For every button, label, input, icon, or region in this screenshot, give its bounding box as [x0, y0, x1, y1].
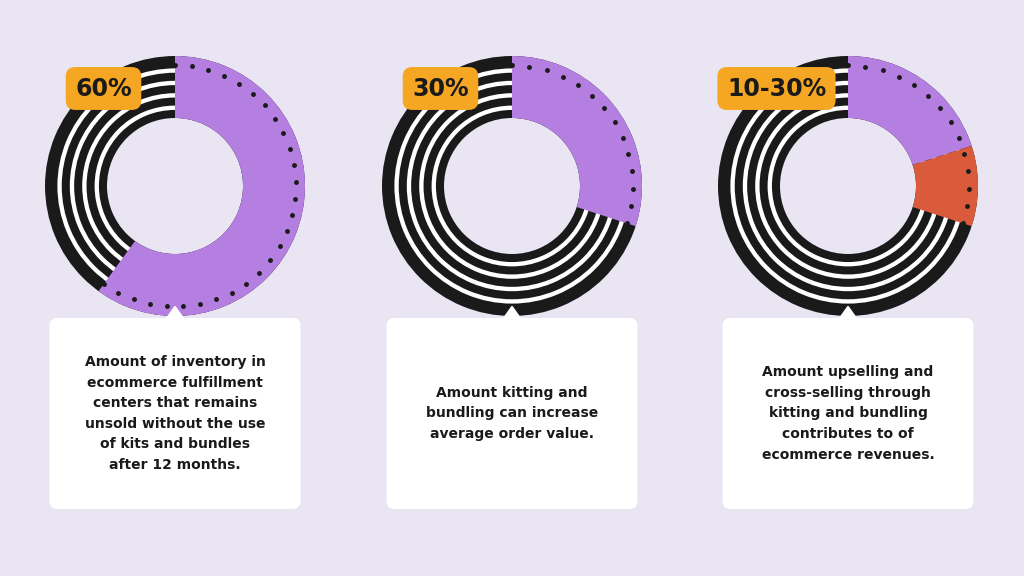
Wedge shape	[70, 81, 281, 291]
Wedge shape	[407, 81, 617, 291]
Wedge shape	[756, 93, 941, 279]
Wedge shape	[848, 56, 972, 165]
Wedge shape	[730, 69, 966, 304]
Wedge shape	[45, 56, 305, 316]
Text: 30%: 30%	[413, 77, 469, 100]
Wedge shape	[912, 146, 978, 226]
Text: Amount kitting and
bundling can increase
average order value.: Amount kitting and bundling can increase…	[426, 386, 598, 441]
Wedge shape	[94, 105, 255, 266]
Polygon shape	[834, 306, 862, 326]
Text: 10-30%: 10-30%	[727, 77, 826, 100]
Wedge shape	[742, 81, 953, 291]
Wedge shape	[431, 105, 593, 266]
Wedge shape	[768, 105, 929, 266]
Wedge shape	[718, 56, 978, 316]
FancyBboxPatch shape	[386, 318, 638, 509]
FancyBboxPatch shape	[723, 318, 974, 509]
Text: Amount upselling and
cross-selling through
kitting and bundling
contributes to o: Amount upselling and cross-selling throu…	[762, 365, 934, 462]
Text: Amount of inventory in
ecommerce fulfillment
centers that remains
unsold without: Amount of inventory in ecommerce fulfill…	[85, 355, 265, 472]
Wedge shape	[394, 69, 630, 304]
Text: 60%: 60%	[75, 77, 132, 100]
Polygon shape	[498, 306, 526, 326]
Polygon shape	[161, 306, 189, 326]
FancyBboxPatch shape	[49, 318, 300, 509]
Wedge shape	[57, 69, 293, 304]
Wedge shape	[382, 56, 642, 316]
Wedge shape	[82, 93, 268, 279]
Wedge shape	[419, 93, 605, 279]
Wedge shape	[512, 56, 642, 226]
Wedge shape	[98, 56, 305, 316]
